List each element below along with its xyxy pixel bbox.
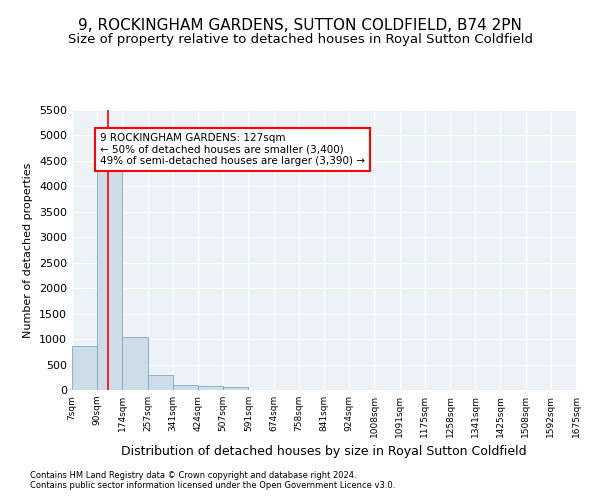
X-axis label: Distribution of detached houses by size in Royal Sutton Coldfield: Distribution of detached houses by size … (121, 446, 527, 458)
Bar (148, 375, 173, 390)
Text: 9, ROCKINGHAM GARDENS, SUTTON COLDFIELD, B74 2PN: 9, ROCKINGHAM GARDENS, SUTTON COLDFIELD,… (78, 18, 522, 32)
Bar (223, 387, 248, 390)
Y-axis label: Number of detached properties: Number of detached properties (23, 162, 34, 338)
Bar (198, 386, 223, 390)
Text: Size of property relative to detached houses in Royal Sutton Coldfield: Size of property relative to detached ho… (67, 32, 533, 46)
Bar (72, 346, 97, 390)
Bar (173, 386, 198, 390)
Bar (97, 158, 122, 390)
Text: Contains HM Land Registry data © Crown copyright and database right 2024.: Contains HM Land Registry data © Crown c… (30, 470, 356, 480)
Bar (122, 336, 148, 390)
Text: 9 ROCKINGHAM GARDENS: 127sqm
← 50% of detached houses are smaller (3,400)
49% of: 9 ROCKINGHAM GARDENS: 127sqm ← 50% of de… (100, 133, 365, 166)
Text: Contains public sector information licensed under the Open Government Licence v3: Contains public sector information licen… (30, 480, 395, 490)
